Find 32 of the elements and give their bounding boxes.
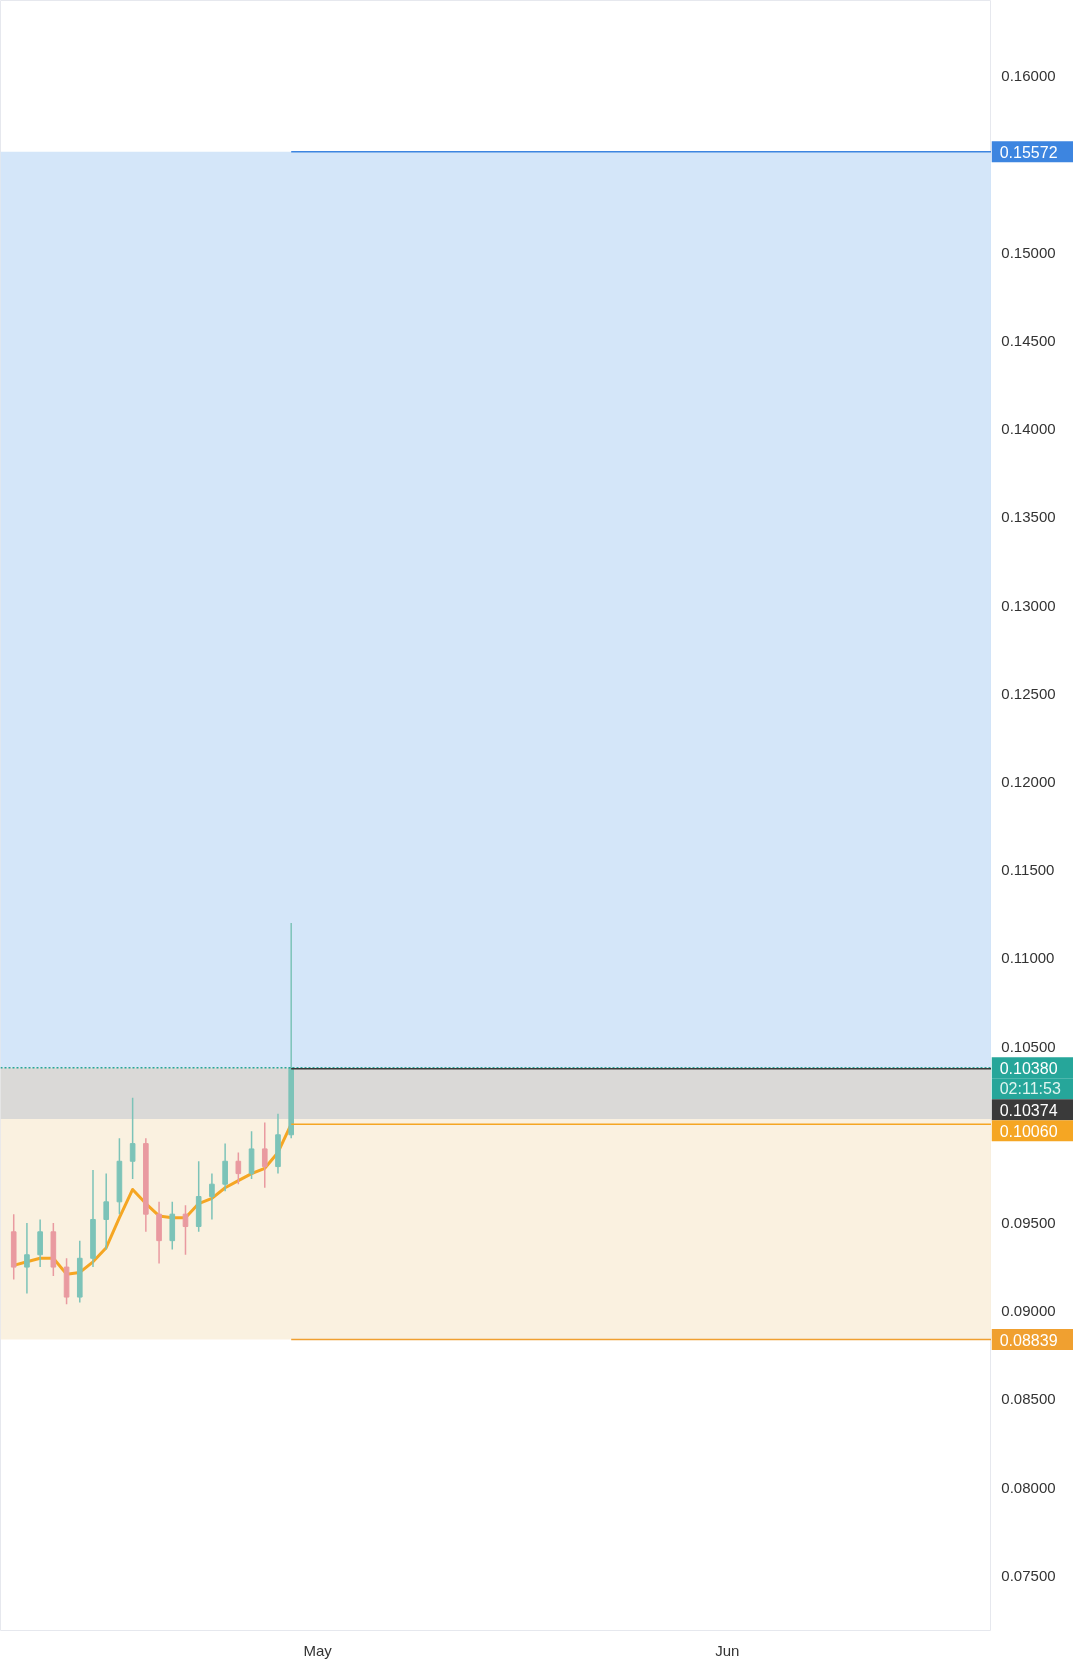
ref-line-label: 0.08839 [999,1331,1058,1349]
y-tick-label: 0.11000 [1001,949,1055,967]
y-tick-label: 0.16000 [1001,67,1056,85]
x-tick-label: Jun [715,1641,740,1659]
candlestick [222,1142,228,1192]
x-tick-label: May [303,1641,333,1659]
y-tick-label: 0.12500 [1001,684,1056,702]
y-tick-label: 0.10500 [1001,1037,1056,1055]
ref-line-label: 0.10060 [999,1122,1058,1140]
y-tick-label: 0.13000 [1001,596,1056,614]
y-tick-label: 0.09000 [1001,1302,1056,1320]
candlestick [37,1218,43,1268]
y-tick-label: 0.13500 [1001,508,1056,526]
candlestick [103,1172,110,1251]
ref-line-label: 0.10374 [999,1101,1058,1119]
y-tick-label: 0.12000 [1001,772,1056,790]
candlestick [209,1172,215,1221]
y-tick-label: 0.14000 [1001,420,1056,438]
candlestick [24,1222,30,1295]
candlestick [129,1097,136,1180]
ref-line-label: 0.10380 [999,1059,1058,1077]
text: 02:11:53 [999,1080,1061,1098]
y-tick-label: 0.08500 [1001,1390,1056,1408]
ref-line-label: 0.15572 [999,143,1058,161]
y-tick-label: 0.11500 [1001,861,1055,879]
y-tick-label: 0.14500 [1001,331,1056,349]
y-tick-label: 0.07500 [1001,1566,1056,1584]
candlestick [261,1121,268,1189]
candlestick [235,1151,242,1185]
y-tick-label: 0.09500 [1001,1214,1056,1231]
y-tick-label: 0.08000 [1001,1478,1056,1496]
y-tick-label: 0.15000 [1001,243,1056,261]
